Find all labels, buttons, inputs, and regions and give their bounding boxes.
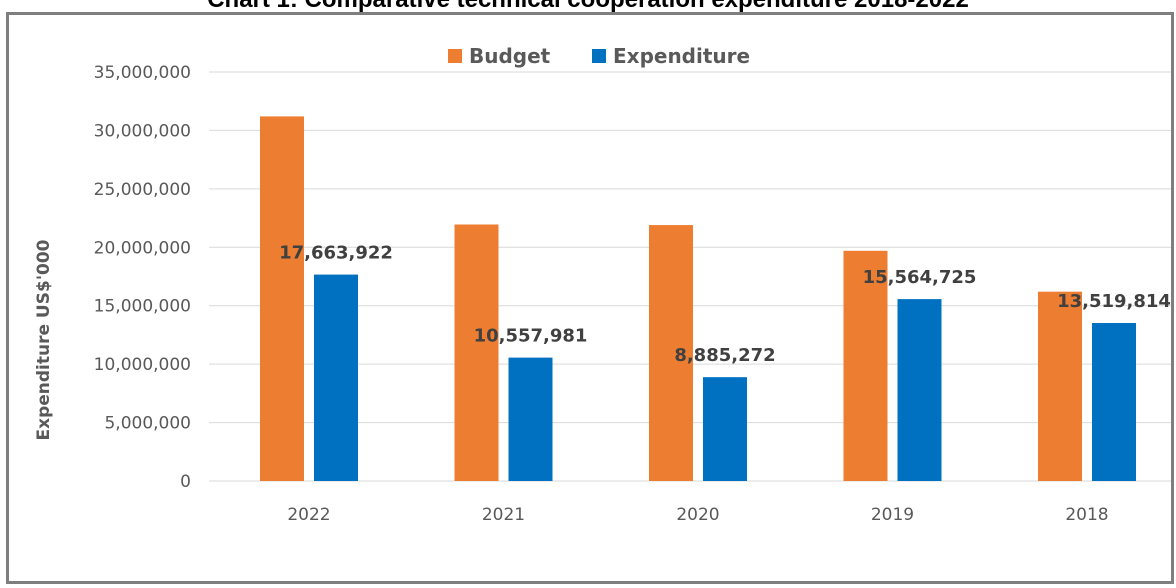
y-axis-title: Expenditure US$'000 xyxy=(34,239,54,440)
bar-expenditure-2022 xyxy=(314,274,358,481)
bar-expenditure-2021 xyxy=(508,357,553,481)
y-tick-label: 15,000,000 xyxy=(94,297,191,317)
data-label-expenditure-2019: 15,564,725 xyxy=(863,267,977,288)
chart-frame: 0 5,000,000 10,000,000 15,000,000 20,000,000… xyxy=(6,12,1174,584)
x-tick-label: 2021 xyxy=(482,505,525,525)
bar-expenditure-2020 xyxy=(703,377,747,481)
data-label-expenditure-2018: 13,519,814 xyxy=(1057,291,1171,312)
bar-expenditure-2018 xyxy=(1092,323,1136,481)
y-tick-label: 10,000,000 xyxy=(94,355,191,375)
y-tick-label: 5,000,000 xyxy=(104,414,191,434)
bars xyxy=(260,116,1136,482)
x-tick-label: 2020 xyxy=(676,505,719,525)
bar-chart: 0 5,000,000 10,000,000 15,000,000 20,000,000… xyxy=(34,44,1171,525)
legend-label: Expenditure xyxy=(613,44,750,68)
y-tick-label: 35,000,000 xyxy=(94,63,191,83)
bar-budget-2021 xyxy=(454,224,499,481)
legend-swatch xyxy=(448,49,462,63)
data-label-expenditure-2022: 17,663,922 xyxy=(279,243,393,264)
y-tick-label: 30,000,000 xyxy=(94,121,191,141)
data-labels: 17,663,922 10,557,981 8,885,272 15,564,725 1… xyxy=(279,243,1171,367)
data-label-expenditure-2021: 10,557,981 xyxy=(474,326,588,347)
x-axis-ticks: 2022 2021 2020 2019 2018 xyxy=(287,505,1108,525)
x-tick-label: 2022 xyxy=(287,505,330,525)
x-tick-label: 2019 xyxy=(871,505,914,525)
y-tick-label: 0 xyxy=(180,472,191,492)
bar-budget-2018 xyxy=(1038,291,1082,481)
legend-label: Budget xyxy=(469,44,551,68)
bar-expenditure-2019 xyxy=(897,299,942,481)
legend-item-expenditure: Expenditure xyxy=(592,44,750,68)
y-tick-label: 20,000,000 xyxy=(94,238,191,258)
bar-budget-2022 xyxy=(260,116,304,482)
legend-swatch xyxy=(592,49,606,63)
y-axis-ticks: 0 5,000,000 10,000,000 15,000,000 20,000,000… xyxy=(94,63,191,492)
x-tick-label: 2018 xyxy=(1065,505,1108,525)
y-tick-label: 25,000,000 xyxy=(94,180,191,200)
legend-item-budget: Budget xyxy=(448,44,551,68)
data-label-expenditure-2020: 8,885,272 xyxy=(674,345,775,366)
bar-budget-2020 xyxy=(649,225,693,481)
chart-title: Chart 1: Comparative technical cooperati… xyxy=(0,0,1176,14)
legend: Budget Expenditure xyxy=(448,44,750,68)
bar-budget-2019 xyxy=(843,250,888,481)
